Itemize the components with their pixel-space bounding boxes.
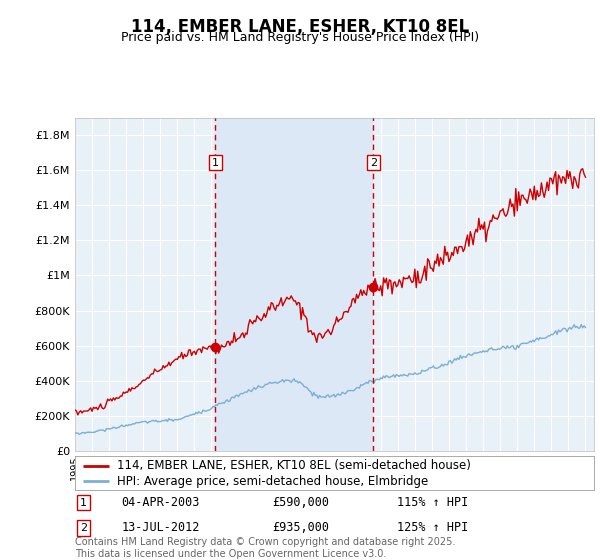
Text: 1: 1	[212, 157, 219, 167]
Text: 125% ↑ HPI: 125% ↑ HPI	[397, 521, 468, 534]
Text: 2: 2	[80, 522, 88, 533]
Text: HPI: Average price, semi-detached house, Elmbridge: HPI: Average price, semi-detached house,…	[116, 475, 428, 488]
Text: Price paid vs. HM Land Registry's House Price Index (HPI): Price paid vs. HM Land Registry's House …	[121, 31, 479, 44]
Text: 2: 2	[370, 157, 377, 167]
Text: Contains HM Land Registry data © Crown copyright and database right 2025.
This d: Contains HM Land Registry data © Crown c…	[75, 537, 455, 559]
Text: 13-JUL-2012: 13-JUL-2012	[122, 521, 200, 534]
Text: 1: 1	[80, 498, 87, 508]
Text: £590,000: £590,000	[272, 496, 329, 509]
Text: 114, EMBER LANE, ESHER, KT10 8EL (semi-detached house): 114, EMBER LANE, ESHER, KT10 8EL (semi-d…	[116, 459, 470, 472]
Bar	[215, 118, 373, 451]
Text: 114, EMBER LANE, ESHER, KT10 8EL: 114, EMBER LANE, ESHER, KT10 8EL	[131, 18, 469, 36]
Text: 115% ↑ HPI: 115% ↑ HPI	[397, 496, 468, 509]
Text: 04-APR-2003: 04-APR-2003	[122, 496, 200, 509]
Text: £935,000: £935,000	[272, 521, 329, 534]
